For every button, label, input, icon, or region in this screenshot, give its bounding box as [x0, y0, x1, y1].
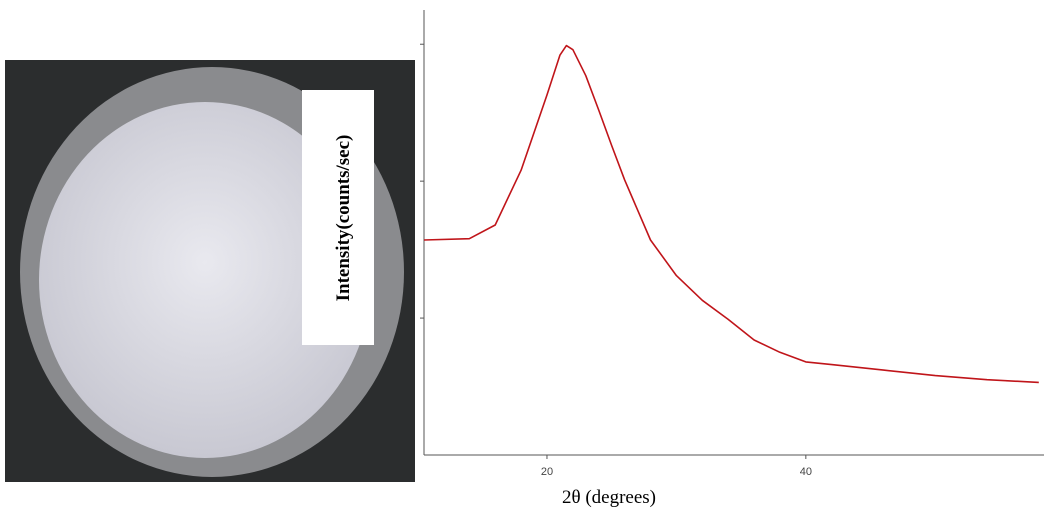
x-tick-label: 20	[541, 466, 553, 478]
data-line	[423, 44, 1039, 384]
x-axis-label: 2θ (degrees)	[562, 487, 656, 508]
powder	[39, 102, 371, 458]
y-axis-label: Intensity(counts/sec)	[333, 135, 354, 302]
x-tick-label: 40	[800, 466, 812, 478]
y-label-box	[302, 90, 374, 345]
